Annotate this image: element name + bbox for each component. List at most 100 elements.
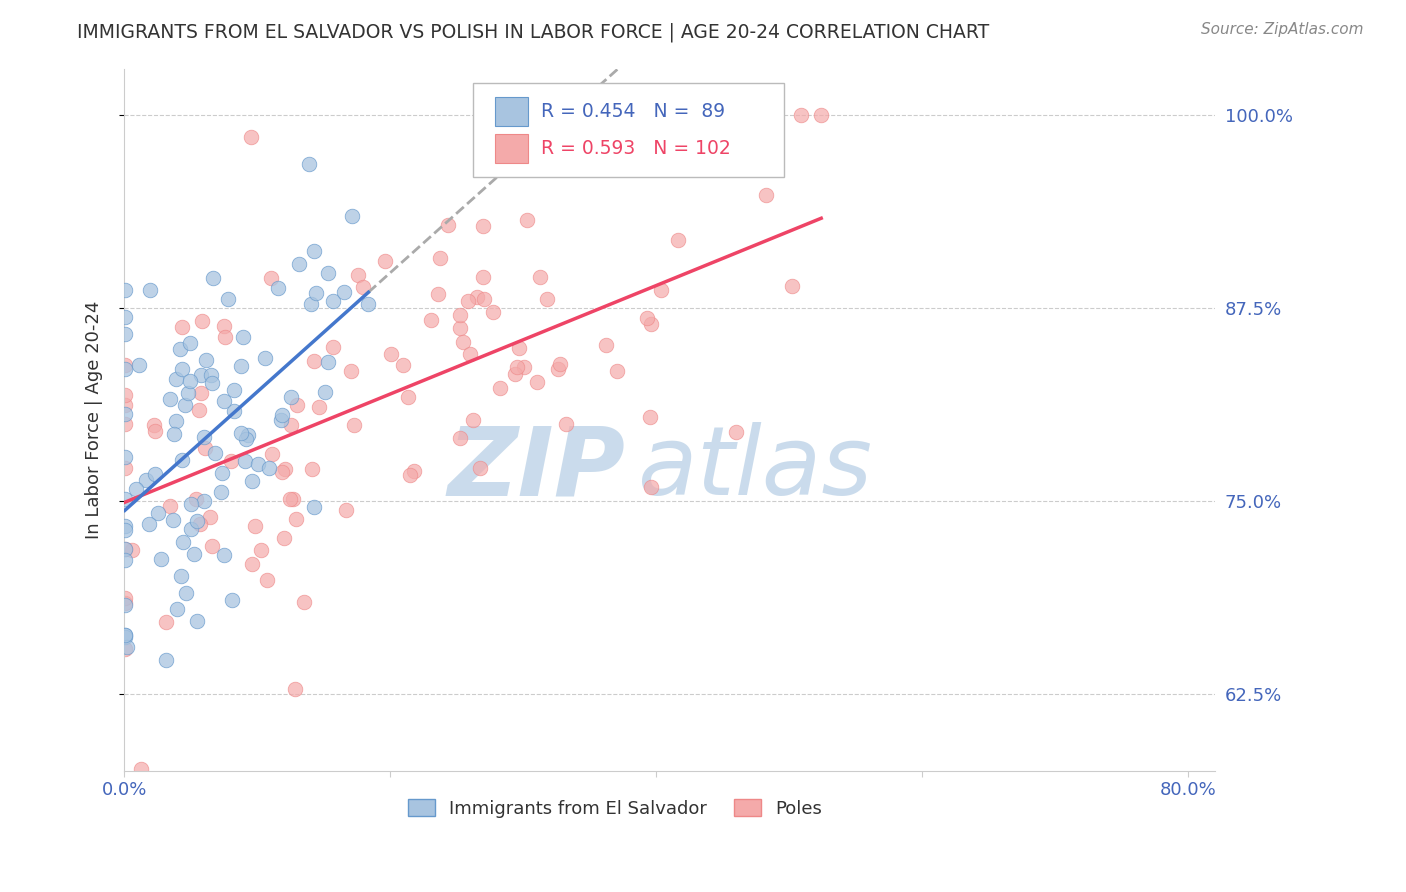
Point bbox=[163, 426, 186, 441]
Point bbox=[420, 312, 443, 326]
Point bbox=[666, 233, 689, 247]
Point bbox=[236, 428, 259, 442]
Point bbox=[232, 330, 254, 344]
Point bbox=[280, 391, 302, 405]
Point bbox=[508, 341, 530, 355]
Point bbox=[340, 364, 363, 378]
Text: R = 0.454   N =  89: R = 0.454 N = 89 bbox=[541, 102, 725, 120]
Point bbox=[165, 414, 187, 428]
Point bbox=[472, 219, 495, 233]
Point bbox=[548, 357, 571, 371]
Point bbox=[755, 187, 778, 202]
Point bbox=[278, 491, 301, 506]
Point bbox=[506, 360, 529, 375]
Point bbox=[179, 336, 201, 351]
FancyBboxPatch shape bbox=[495, 134, 527, 163]
Point bbox=[640, 318, 662, 332]
Point bbox=[180, 497, 202, 511]
Point bbox=[114, 523, 136, 537]
Point bbox=[162, 513, 184, 527]
Point bbox=[201, 539, 224, 553]
Point bbox=[114, 388, 136, 402]
Point bbox=[221, 453, 243, 467]
Point bbox=[186, 615, 208, 629]
Point bbox=[239, 129, 262, 144]
Point bbox=[606, 364, 628, 378]
Point bbox=[193, 493, 215, 508]
Point bbox=[305, 285, 328, 300]
Point bbox=[138, 517, 160, 532]
Point bbox=[451, 334, 474, 349]
Text: IMMIGRANTS FROM EL SALVADOR VS POLISH IN LABOR FORCE | AGE 20-24 CORRELATION CHA: IMMIGRANTS FROM EL SALVADOR VS POLISH IN… bbox=[77, 22, 990, 42]
Point bbox=[114, 541, 136, 556]
Point bbox=[449, 320, 471, 334]
Point bbox=[262, 447, 284, 461]
Point bbox=[186, 514, 208, 528]
FancyBboxPatch shape bbox=[474, 83, 785, 178]
Point bbox=[246, 458, 269, 472]
Point bbox=[243, 519, 266, 533]
Point bbox=[271, 408, 294, 422]
Point bbox=[114, 519, 136, 533]
Point bbox=[724, 425, 747, 439]
Point bbox=[114, 627, 136, 641]
Point bbox=[114, 327, 136, 342]
Point bbox=[174, 586, 197, 600]
Point bbox=[183, 547, 205, 561]
Point bbox=[145, 467, 167, 481]
Point bbox=[555, 417, 578, 431]
Point bbox=[461, 413, 484, 427]
Point bbox=[285, 398, 308, 412]
Point bbox=[429, 251, 451, 265]
Point bbox=[240, 474, 263, 488]
Point bbox=[179, 374, 201, 388]
Y-axis label: In Labor Force | Age 20-24: In Labor Force | Age 20-24 bbox=[86, 301, 103, 539]
Point bbox=[209, 485, 232, 500]
Point bbox=[259, 271, 281, 285]
Point bbox=[129, 762, 152, 776]
Point bbox=[302, 354, 325, 368]
Point bbox=[212, 319, 235, 334]
Point bbox=[396, 390, 419, 404]
Point bbox=[212, 393, 235, 408]
Point bbox=[148, 506, 170, 520]
Point bbox=[114, 630, 136, 644]
Point bbox=[513, 360, 536, 375]
Point bbox=[470, 461, 492, 475]
Point bbox=[177, 386, 200, 401]
Point bbox=[782, 278, 804, 293]
Text: R = 0.593   N = 102: R = 0.593 N = 102 bbox=[541, 139, 731, 158]
Point bbox=[316, 355, 339, 369]
Point bbox=[292, 594, 315, 608]
Point bbox=[201, 270, 224, 285]
Point bbox=[404, 464, 426, 478]
Point bbox=[214, 330, 236, 344]
Point bbox=[529, 269, 551, 284]
Point bbox=[281, 492, 304, 507]
Point bbox=[114, 283, 136, 297]
Point bbox=[166, 602, 188, 616]
Point bbox=[285, 512, 308, 526]
Point bbox=[201, 376, 224, 390]
Point bbox=[217, 292, 239, 306]
Point bbox=[114, 492, 136, 507]
Point bbox=[200, 368, 222, 382]
Point bbox=[173, 398, 195, 412]
Point bbox=[114, 398, 136, 412]
Point bbox=[270, 413, 292, 427]
Point bbox=[316, 266, 339, 280]
Point bbox=[198, 510, 221, 524]
Point bbox=[280, 417, 302, 432]
Point bbox=[308, 400, 330, 414]
Point bbox=[273, 532, 295, 546]
Point bbox=[135, 474, 157, 488]
Point bbox=[250, 543, 273, 558]
Point bbox=[114, 598, 136, 612]
Point bbox=[392, 359, 415, 373]
Point bbox=[322, 293, 344, 308]
Point bbox=[472, 292, 495, 306]
Point bbox=[204, 446, 226, 460]
Point bbox=[457, 294, 479, 309]
Point bbox=[125, 482, 148, 496]
Point bbox=[302, 244, 325, 259]
